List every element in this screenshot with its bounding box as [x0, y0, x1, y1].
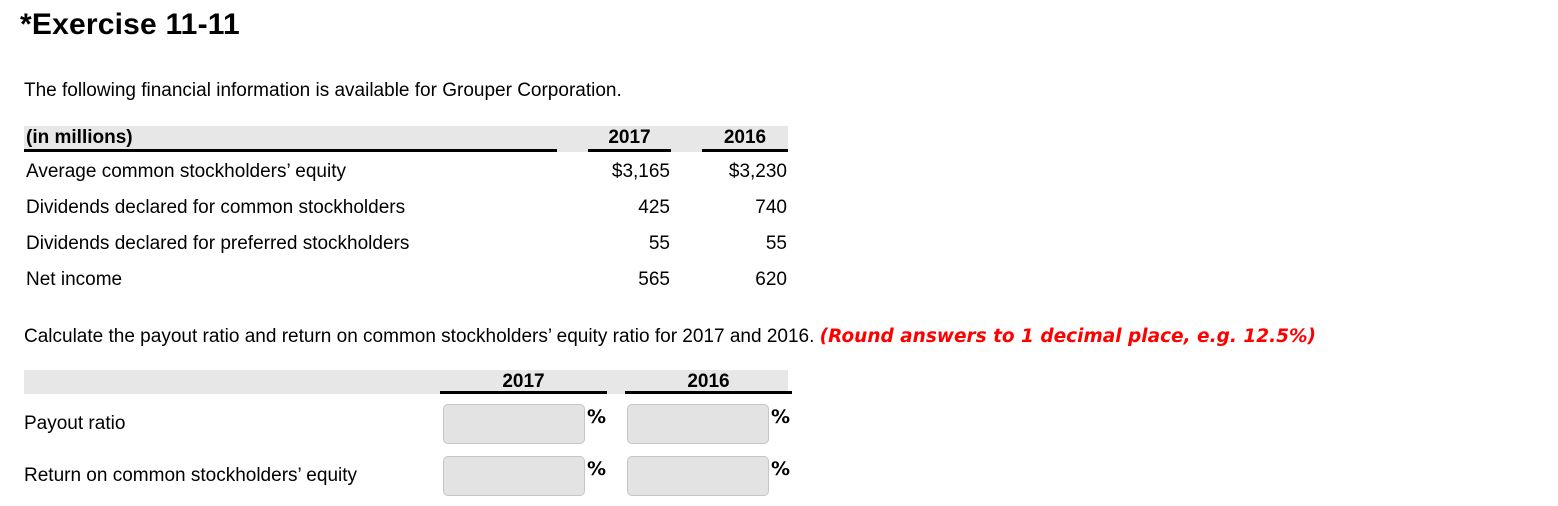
answer-table-header-band — [24, 370, 788, 394]
percent-suffix: % — [771, 406, 791, 428]
table-row: Net income 565 620 — [24, 262, 788, 298]
row-label: Dividends declared for preferred stockho… — [26, 233, 410, 254]
row-label: Average common stockholders’ equity — [26, 161, 346, 182]
instruction-text: Calculate the payout ratio and return on… — [24, 326, 820, 347]
payout-ratio-2016-input[interactable] — [627, 404, 769, 444]
value-2016: 55 — [765, 233, 787, 254]
percent-suffix: % — [771, 458, 791, 480]
financial-table-body: Average common stockholders’ equity $3,1… — [24, 154, 788, 298]
answer-table-col-2016: 2016 — [687, 371, 730, 392]
table-row: Average common stockholders’ equity $3,1… — [24, 154, 788, 190]
value-2016: $3,230 — [728, 161, 787, 182]
return-on-equity-2016-input[interactable] — [627, 456, 769, 496]
answer-table: 2017 2016 Payout ratio % % Return on com… — [24, 370, 792, 502]
page-title: *Exercise 11-11 — [20, 8, 240, 41]
percent-suffix: % — [587, 406, 607, 428]
header-gap — [671, 126, 702, 152]
value-2017: 55 — [648, 233, 670, 254]
header-gap — [557, 126, 588, 152]
answer-table-col-2017: 2017 — [502, 371, 545, 392]
value-2017: 565 — [638, 269, 670, 290]
table-row: Dividends declared for common stockholde… — [24, 190, 788, 226]
column-rule-2017 — [440, 391, 607, 394]
payout-ratio-2017-input[interactable] — [443, 404, 585, 444]
financial-data-table: (in millions) 2017 2016 Average common s… — [24, 126, 788, 298]
answer-row-label-return-on-equity: Return on common stockholders’ equity — [24, 465, 358, 486]
financial-table-col-2016: 2016 — [702, 126, 788, 152]
intro-text: The following financial information is a… — [24, 80, 622, 101]
value-2017: 425 — [638, 197, 670, 218]
value-2016: 740 — [755, 197, 787, 218]
answer-row-label-payout-ratio: Payout ratio — [24, 413, 126, 434]
table-row: Dividends declared for preferred stockho… — [24, 226, 788, 262]
row-label: Net income — [26, 269, 123, 290]
value-2016: 620 — [755, 269, 787, 290]
return-on-equity-2017-input[interactable] — [443, 456, 585, 496]
percent-suffix: % — [587, 458, 607, 480]
column-rule-2016 — [625, 391, 792, 394]
value-2017: $3,165 — [611, 161, 670, 182]
rounding-note: (Round answers to 1 decimal place, e.g. … — [819, 326, 1316, 347]
financial-table-col-2017: 2017 — [588, 126, 671, 152]
financial-table-unit-label: (in millions) — [24, 126, 557, 152]
row-label: Dividends declared for common stockholde… — [26, 197, 406, 218]
financial-table-header-row: (in millions) 2017 2016 — [24, 126, 788, 152]
instruction-line: Calculate the payout ratio and return on… — [24, 326, 1316, 348]
